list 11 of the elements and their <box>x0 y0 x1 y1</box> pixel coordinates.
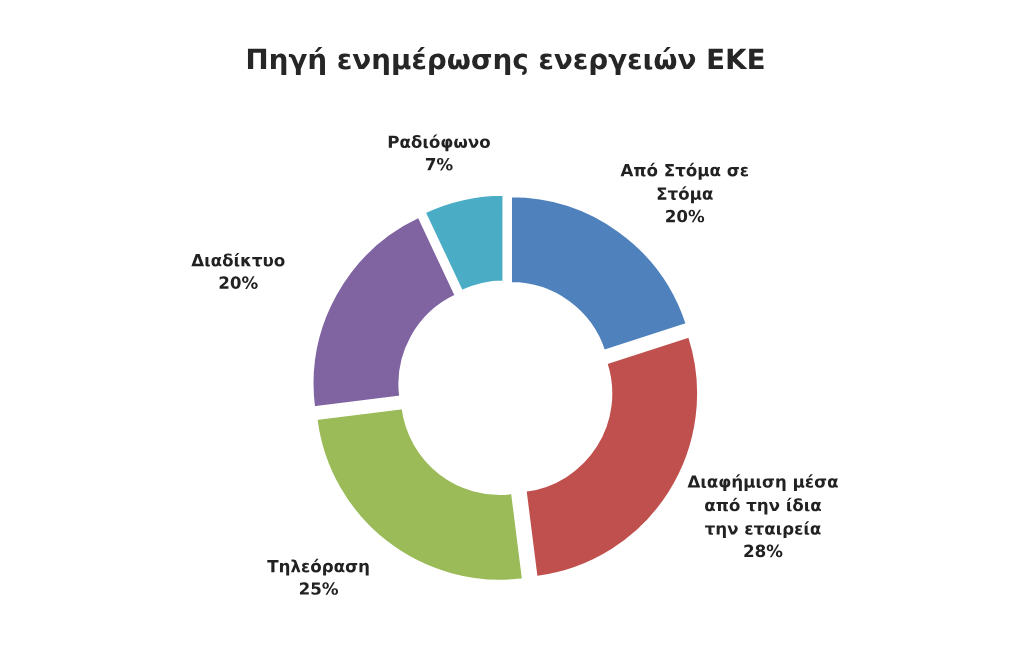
slice-label: Ραδιόφωνο <box>388 134 490 152</box>
data-label: 20% <box>666 209 705 223</box>
slice-label: Τηλεόραση <box>267 558 369 576</box>
data-label: 7% <box>425 157 453 171</box>
data-label: 20% <box>219 276 258 289</box>
slice-label: Διαφήμιση μέσα από την ίδια την εταιρεία <box>687 474 838 538</box>
data-label: 25% <box>299 582 338 595</box>
slice-label: Διαδίκτυο <box>191 252 285 267</box>
slice-label: Από Στόμα σε Στόμα <box>620 162 748 204</box>
chart-title: Πηγή ενημέρωσης ενεργειών ΕΚΕ <box>247 46 764 75</box>
data-label: 28% <box>744 544 783 558</box>
